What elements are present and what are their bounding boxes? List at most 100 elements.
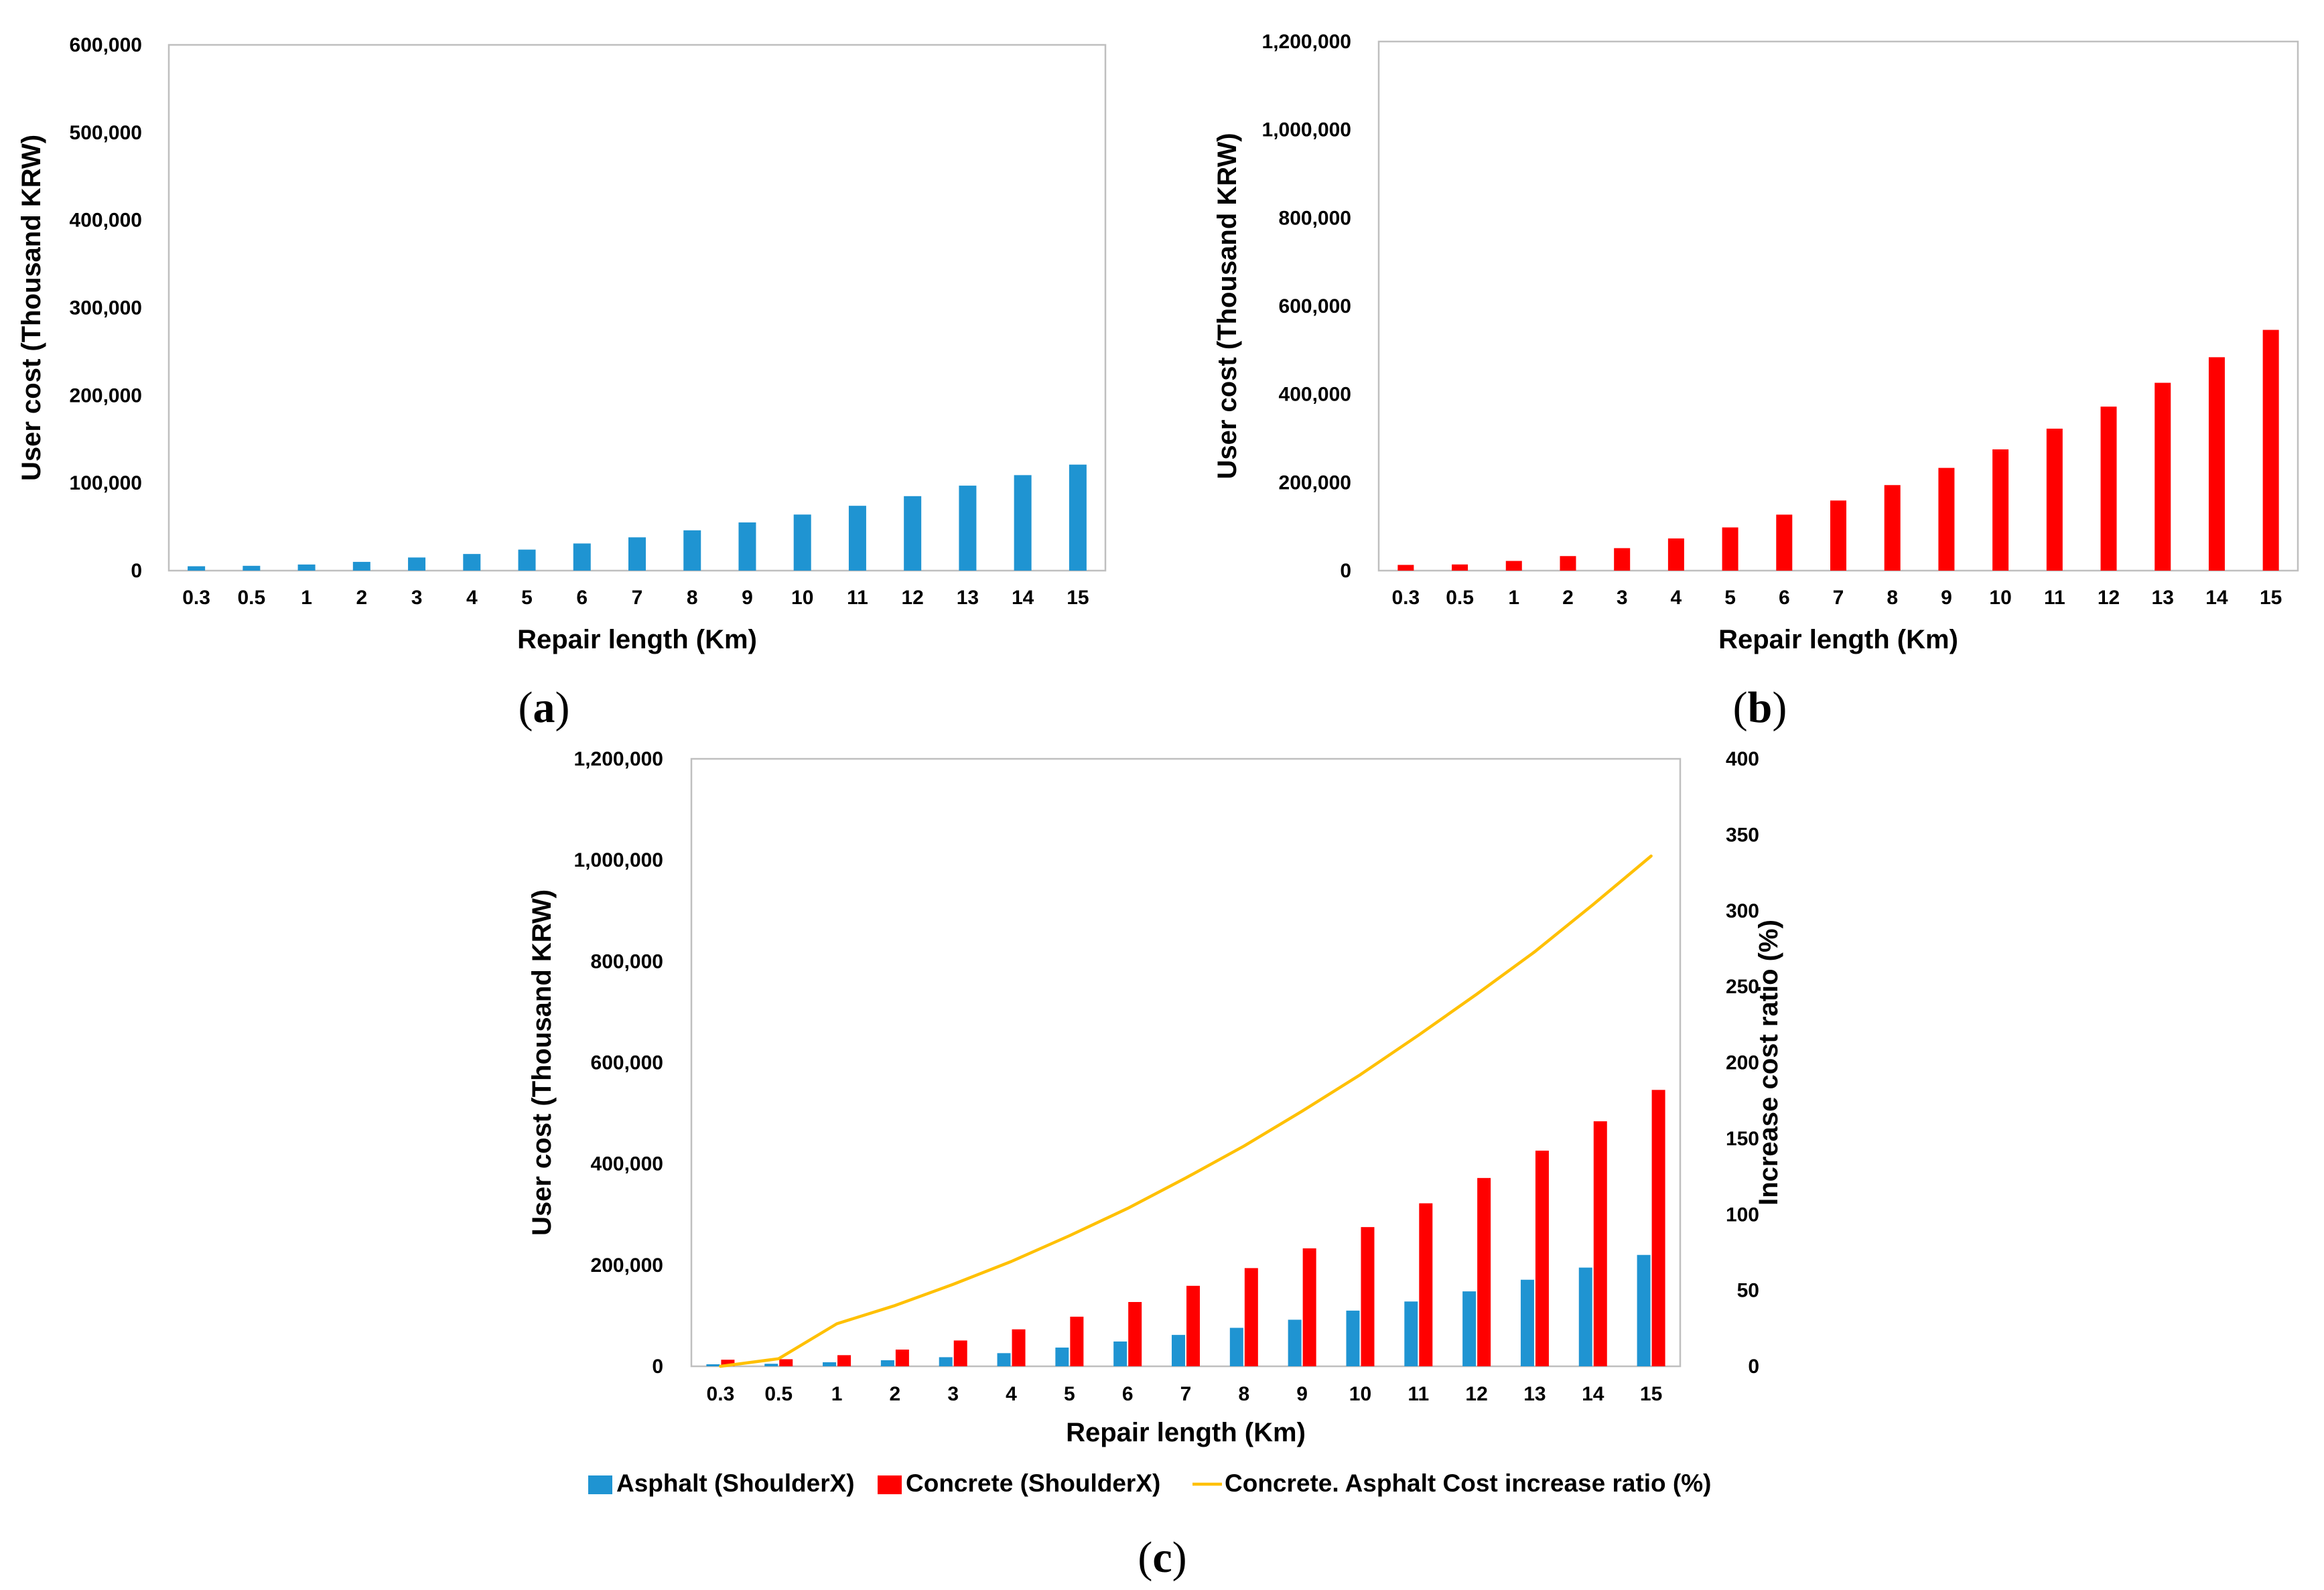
y-tick-label: 400,000 bbox=[1279, 384, 1351, 406]
y-tick-label: 1,000,000 bbox=[1262, 119, 1351, 141]
bar-asphalt-10 bbox=[793, 514, 811, 571]
panel-label-letter: b bbox=[1748, 683, 1773, 732]
bar-concrete-14 bbox=[2208, 357, 2225, 571]
y-axis-title: User cost (Thousand KRW) bbox=[1213, 133, 1242, 479]
bar-concrete-6 bbox=[1128, 1302, 1142, 1366]
bar-concrete-13 bbox=[2155, 382, 2171, 571]
x-tick-label: 9 bbox=[1941, 587, 1952, 609]
bar-concrete-13 bbox=[1535, 1151, 1549, 1366]
x-tick-label: 0.3 bbox=[707, 1383, 735, 1405]
bar-asphalt-15 bbox=[1069, 464, 1087, 571]
bar-asphalt-1 bbox=[823, 1362, 837, 1366]
x-tick-label: 8 bbox=[1887, 587, 1898, 609]
bar-concrete-3 bbox=[1614, 548, 1631, 571]
legend-label: Asphalt (ShoulderX) bbox=[616, 1469, 855, 1497]
x-tick-label: 3 bbox=[947, 1383, 959, 1405]
bar-asphalt-6 bbox=[573, 543, 591, 571]
bar-asphalt-0.5 bbox=[764, 1364, 778, 1366]
y2-tick-label: 250 bbox=[1726, 976, 1759, 998]
bar-asphalt-3 bbox=[939, 1357, 953, 1366]
bar-concrete-12 bbox=[2100, 407, 2117, 571]
y-tick-label: 200,000 bbox=[70, 384, 142, 407]
bar-asphalt-8 bbox=[1229, 1327, 1243, 1366]
bar-concrete-0.5 bbox=[1452, 564, 1468, 571]
bar-asphalt-12 bbox=[1462, 1291, 1477, 1366]
x-tick-label: 2 bbox=[890, 1383, 901, 1405]
x-tick-label: 9 bbox=[742, 587, 753, 609]
legend-label: Concrete (ShoulderX) bbox=[906, 1469, 1160, 1497]
y-tick-label: 1,200,000 bbox=[1262, 31, 1351, 53]
y2-tick-label: 100 bbox=[1726, 1204, 1759, 1226]
bar-asphalt-3 bbox=[408, 557, 426, 571]
bar-concrete-0.3 bbox=[721, 1360, 735, 1366]
y-tick-label: 300,000 bbox=[70, 297, 142, 319]
bar-concrete-0.3 bbox=[1397, 565, 1414, 571]
x-tick-label: 12 bbox=[2098, 587, 2120, 609]
x-tick-label: 12 bbox=[1465, 1383, 1487, 1405]
y-tick-label: 400,000 bbox=[591, 1153, 663, 1175]
x-tick-label: 12 bbox=[901, 587, 923, 609]
x-tick-label: 7 bbox=[1180, 1383, 1192, 1405]
bar-asphalt-7 bbox=[628, 537, 646, 571]
bar-asphalt-13 bbox=[1520, 1279, 1534, 1366]
bar-asphalt-1 bbox=[297, 564, 316, 571]
y2-tick-label: 300 bbox=[1726, 900, 1759, 922]
x-tick-label: 9 bbox=[1296, 1383, 1308, 1405]
x-tick-label: 13 bbox=[1523, 1383, 1546, 1405]
y2-tick-label: 200 bbox=[1726, 1052, 1759, 1074]
bar-asphalt-14 bbox=[1014, 475, 1032, 571]
x-tick-label: 6 bbox=[576, 587, 588, 609]
y-tick-label: 500,000 bbox=[70, 122, 142, 144]
bar-asphalt-2 bbox=[352, 561, 370, 571]
x-tick-label: 8 bbox=[687, 587, 698, 609]
x-tick-label: 15 bbox=[1640, 1383, 1662, 1405]
x-tick-label: 5 bbox=[1724, 587, 1736, 609]
y-tick-label: 600,000 bbox=[70, 34, 142, 56]
x-tick-label: 7 bbox=[1833, 587, 1844, 609]
x-tick-label: 6 bbox=[1779, 587, 1790, 609]
x-tick-label: 10 bbox=[1349, 1383, 1371, 1405]
panel-label: (b) bbox=[1733, 683, 1787, 732]
x-tick-label: 2 bbox=[356, 587, 367, 609]
x-axis-title: Repair length (Km) bbox=[1066, 1418, 1306, 1447]
y-tick-label: 600,000 bbox=[591, 1052, 663, 1074]
bar-asphalt-5 bbox=[518, 549, 536, 571]
x-tick-label: 13 bbox=[2152, 587, 2174, 609]
y-axis-title: User cost (Thousand KRW) bbox=[527, 889, 557, 1236]
bar-concrete-7 bbox=[1830, 500, 1846, 571]
bar-concrete-1 bbox=[837, 1355, 851, 1366]
panel-label-letter: a bbox=[533, 683, 555, 732]
x-tick-label: 14 bbox=[2205, 587, 2228, 609]
bar-concrete-8 bbox=[1884, 485, 1901, 571]
y-tick-label: 400,000 bbox=[70, 210, 142, 232]
bar-concrete-0.5 bbox=[779, 1359, 793, 1366]
bar-asphalt-11 bbox=[848, 506, 866, 571]
y2-tick-label: 400 bbox=[1726, 748, 1759, 770]
x-tick-label: 0.5 bbox=[1446, 587, 1474, 609]
x-tick-label: 10 bbox=[1989, 587, 2011, 609]
bar-asphalt-13 bbox=[959, 486, 977, 571]
x-tick-label: 3 bbox=[1617, 587, 1628, 609]
y-tick-label: 0 bbox=[652, 1356, 663, 1378]
bar-asphalt-14 bbox=[1578, 1267, 1592, 1366]
bar-asphalt-6 bbox=[1113, 1341, 1127, 1366]
x-tick-label: 10 bbox=[791, 587, 813, 609]
x-axis-title: Repair length (Km) bbox=[1718, 625, 1958, 654]
chart-panel-b: 0 200,000 400,000 600,000 800,000 1,000,000 1,… bbox=[1213, 31, 2299, 732]
bar-concrete-6 bbox=[1776, 514, 1793, 571]
x-tick-label: 11 bbox=[2044, 587, 2065, 609]
bar-concrete-5 bbox=[1070, 1316, 1084, 1366]
x-tick-label: 0.3 bbox=[182, 587, 210, 609]
bar-concrete-14 bbox=[1593, 1121, 1607, 1366]
bar-asphalt-2 bbox=[880, 1360, 894, 1366]
y-tick-label: 600,000 bbox=[1279, 295, 1351, 317]
x-tick-label: 11 bbox=[1408, 1383, 1429, 1405]
x-tick-label: 4 bbox=[1671, 587, 1682, 609]
y-tick-label: 100,000 bbox=[70, 472, 142, 494]
bar-asphalt-0.3 bbox=[188, 566, 206, 571]
y2-tick-label: 0 bbox=[1748, 1356, 1759, 1378]
x-tick-label: 8 bbox=[1238, 1383, 1249, 1405]
panel-label: (c) bbox=[1138, 1533, 1186, 1582]
y-tick-label: 200,000 bbox=[591, 1254, 663, 1277]
bar-concrete-3 bbox=[953, 1340, 967, 1366]
